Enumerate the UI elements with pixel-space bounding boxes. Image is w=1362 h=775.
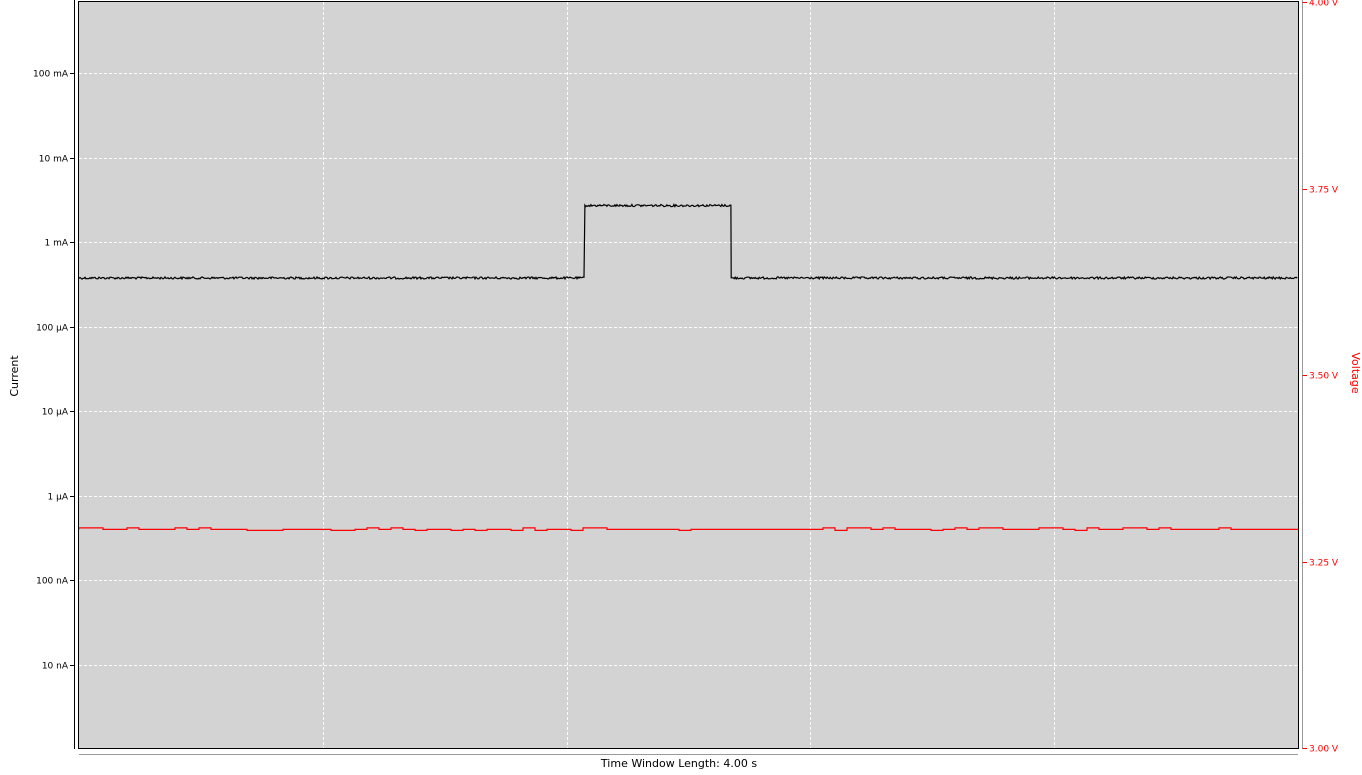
current-axis: 100 mA 10 mA 1 mA 100 µA 10 µA 1 µA 100 nA 10 n…	[33, 0, 75, 749]
current-tick-label: 1 mA	[44, 239, 68, 249]
voltage-tick-label: 3.00 V	[1309, 745, 1339, 755]
current-tick-label: 10 nA	[42, 662, 69, 672]
current-series-line	[78, 203, 1298, 281]
voltage-series-line	[78, 527, 1298, 531]
voltage-axis-title: Voltage	[1349, 352, 1362, 393]
voltage-tick-label: 4.00 V	[1309, 0, 1339, 9]
current-tick-label: 100 nA	[36, 577, 69, 587]
current-tick-label: 10 mA	[39, 155, 69, 165]
time-window-label: Time Window Length: 4.00 s	[600, 757, 757, 770]
voltage-tick-label: 3.75 V	[1309, 186, 1339, 196]
current-axis-title: Current	[8, 355, 21, 397]
current-tick-label: 1 µA	[48, 493, 69, 503]
current-tick-label: 10 µA	[42, 408, 69, 418]
grid	[79, 2, 1298, 748]
current-tick-label: 100 mA	[33, 70, 69, 80]
voltage-tick-label: 3.50 V	[1309, 372, 1339, 382]
plot-area	[79, 2, 1298, 748]
voltage-tick-label: 3.25 V	[1309, 559, 1339, 569]
plot-frame	[78, 1, 1299, 749]
voltage-axis: 4.00 V 3.75 V 3.50 V 3.25 V 3.00 V	[1302, 0, 1339, 755]
series	[78, 203, 1298, 531]
current-tick-label: 100 µA	[36, 324, 69, 334]
